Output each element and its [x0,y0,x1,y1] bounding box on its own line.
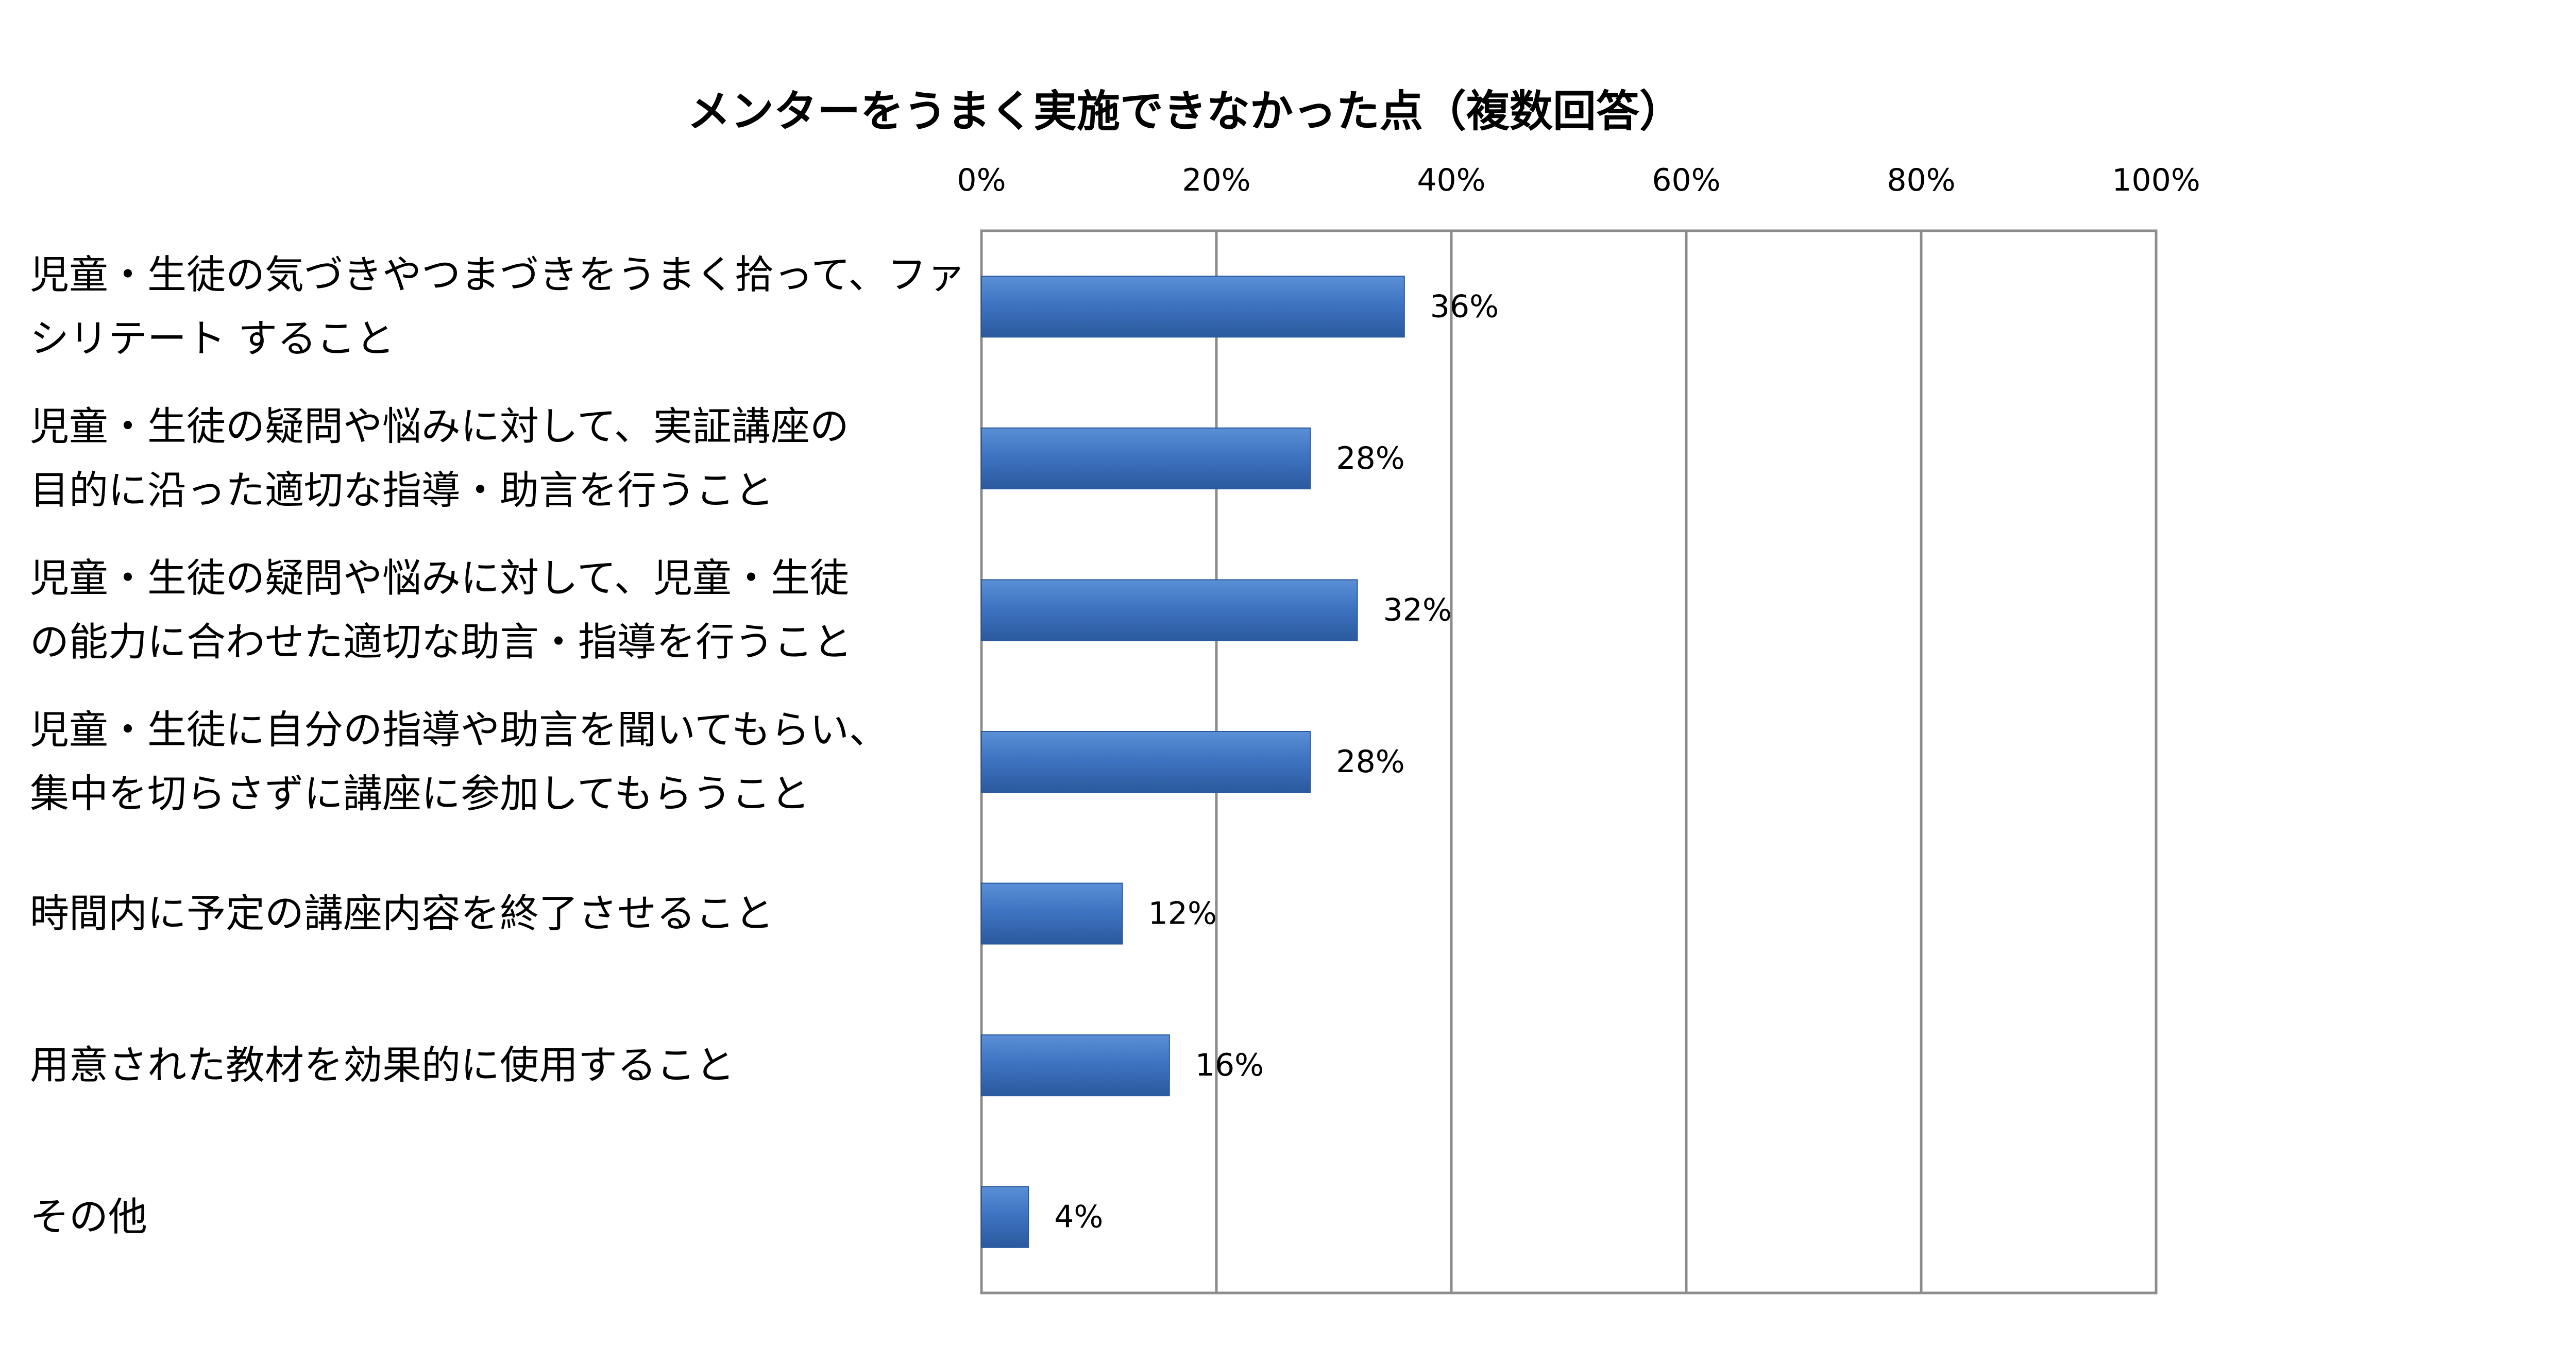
category-label: 時間内に予定の講座内容を終了させること [30,891,774,936]
category-label: シリテート すること [30,315,395,361]
x-tick-label: 40% [1417,162,1485,198]
category-label: 児童・生徒の疑問や悩みに対して、実証講座の [30,403,849,449]
x-axis-ticks: 0% 20% 40% 60% 80% 100% [957,162,2200,198]
x-tick-label: 0% [957,162,1006,198]
bar [981,579,1358,641]
bar [981,882,1123,945]
x-tick-label: 20% [1182,162,1250,198]
x-tick-label: 100% [2112,162,2200,198]
x-tick-label: 80% [1887,162,1955,198]
x-tick-label: 60% [1652,162,1720,198]
bar [981,1186,1029,1248]
category-label: 児童・生徒の疑問や悩みに対して、児童・生徒 [30,555,849,601]
data-label: 16% [1195,1047,1264,1083]
category-label: 集中を切らさずに講座に参加してもらうこと [30,771,810,816]
data-label: 28% [1336,744,1404,780]
data-label: 32% [1383,592,1452,628]
chart-title: メンターをうまく実施できなかった点（複数回答） [687,86,1683,137]
bar [981,731,1311,793]
data-label: 4% [1054,1199,1103,1235]
data-labels: 36% 28% 32% 28% 12% 16% 4% [1054,288,1499,1235]
category-label: 児童・生徒に自分の指導や助言を聞いてもらい、 [30,707,888,753]
category-label: の能力に合わせた適切な助言・指導を行うこと [30,619,852,665]
category-label: 目的に沿った適切な指導・助言を行うこと [30,467,774,513]
category-label: その他 [30,1194,147,1240]
category-label: 児童・生徒の気づきやつまづきをうまく拾って、ファ [30,251,965,297]
bar [981,276,1405,338]
bars [981,276,1405,1248]
bar [981,427,1311,489]
data-label: 28% [1336,440,1404,476]
category-label: 用意された教材を効果的に使用すること [30,1042,735,1088]
data-label: 12% [1148,896,1217,932]
data-label: 36% [1430,288,1499,325]
bar [981,1034,1170,1097]
